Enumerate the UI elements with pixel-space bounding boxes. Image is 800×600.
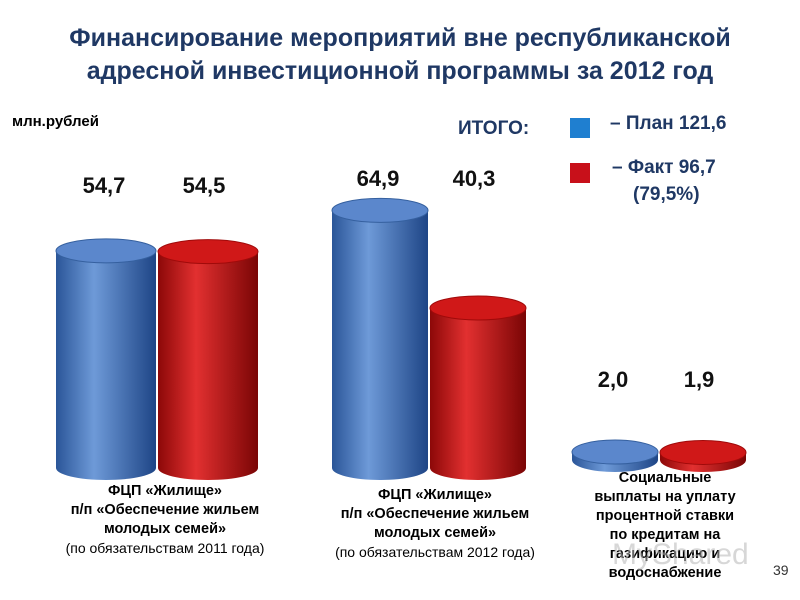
plan-bar-2-body <box>332 210 428 481</box>
plan-value-label-3: 2,0 <box>598 367 629 392</box>
page-number: 39 <box>773 562 789 578</box>
title-line-2: адресной инвестиционной программы за 201… <box>86 57 714 85</box>
caption-2-line-1: ФЦП «Жилище» <box>378 487 492 503</box>
plan-value-label-1: 54,7 <box>83 173 126 198</box>
legend-fact-text: – Факт 96,7 <box>612 157 716 178</box>
page-title: Финансирование мероприятий вне республик… <box>30 22 770 88</box>
caption-1-line-1: ФЦП «Жилище» <box>108 483 222 499</box>
caption-group-2: ФЦП «Жилище» п/п «Обеспечение жильем мол… <box>300 486 570 562</box>
total-label: ИТОГО: <box>458 118 530 139</box>
caption-2-line-3: молодых семей» <box>373 525 497 541</box>
caption-2-line-2: п/п «Обеспечение жильем <box>340 506 530 522</box>
caption-1-line-2: п/п «Обеспечение жильем <box>70 502 260 518</box>
fact-bar-2-body <box>430 308 526 480</box>
fact-bar-2-top <box>429 295 527 321</box>
caption-group-1: ФЦП «Жилище» п/п «Обеспечение жильем мол… <box>30 482 300 558</box>
caption-group-3: Социальные выплаты на уплату процентной … <box>560 469 770 583</box>
caption-3-line-6: водоснабжение <box>608 565 722 581</box>
caption-3-line-2: выплаты на уплату <box>594 489 736 505</box>
plan-bar-2-top <box>331 197 429 223</box>
fact-bar-1-top <box>157 239 259 265</box>
caption-3-line-5: газификацию и <box>609 546 721 562</box>
caption-3-line-3: процентной ставки <box>595 508 735 524</box>
fact-value-label-2: 40,3 <box>453 166 496 191</box>
fact-value-label-3: 1,9 <box>684 367 715 392</box>
fact-legend-swatch <box>570 163 590 183</box>
unit-label: млн.рублей <box>12 113 99 130</box>
caption-2-line-4: (по обязательствам 2012 года) <box>335 544 535 560</box>
plan-bar-3-body <box>572 452 658 472</box>
fact-value-label-1: 54,5 <box>183 173 226 198</box>
legend-plan-text: – План 121,6 <box>610 113 727 134</box>
plan-bar-1-body <box>56 250 156 480</box>
caption-1-line-3: молодых семей» <box>103 521 227 537</box>
legend-fact-percent: (79,5%) <box>633 184 700 205</box>
caption-3-line-1: Социальные <box>618 470 712 486</box>
plan-bar-1-top <box>55 238 157 264</box>
plan-bar-3-top <box>571 439 659 465</box>
fact-bar-3-top <box>659 439 747 465</box>
caption-3-line-4: по кредитам на <box>609 527 721 543</box>
fact-bar-3-body <box>660 452 746 472</box>
watermark: MyShared <box>612 538 749 571</box>
fact-bar-1-body <box>158 251 258 480</box>
caption-1-line-4: (по обязательствам 2011 года) <box>65 540 265 556</box>
plan-legend-swatch <box>570 118 590 138</box>
plan-value-label-2: 64,9 <box>357 166 400 191</box>
title-line-1: Финансирование мероприятий вне республик… <box>69 24 731 52</box>
